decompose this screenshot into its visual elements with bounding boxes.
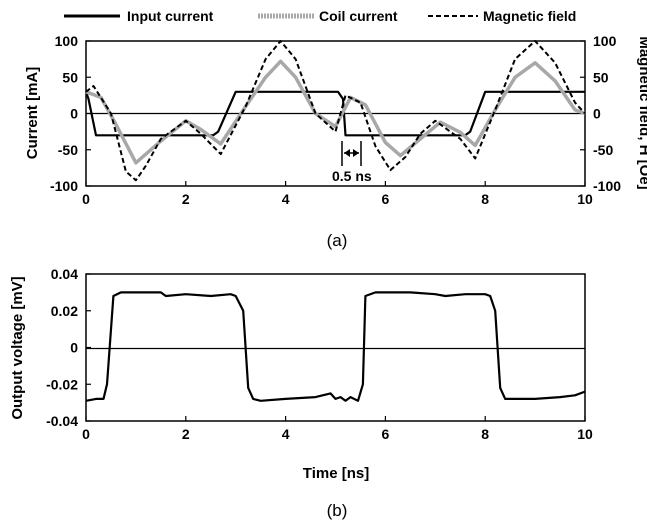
series-line-coil-current: [85, 59, 586, 165]
panel-b-xtick-label: 0: [82, 426, 90, 442]
annotation-0-5ns: 0.5 ns: [332, 141, 372, 184]
panel-b-xtick-label: 4: [282, 426, 290, 442]
series-line-magnetic-field: [85, 40, 586, 182]
panel-b-ytick-label: 0: [70, 340, 78, 356]
panel-a-ytick-label: 50: [62, 69, 78, 85]
panel-b-ytick-label: 0.02: [51, 303, 78, 319]
legend-label-magnetic-field: Magnetic field: [483, 8, 576, 24]
panel-a-y2tick-label: 100: [593, 33, 617, 49]
panel-a-ylabel: Current [mA]: [24, 67, 41, 160]
annotation-arrowhead-left: [344, 149, 350, 157]
panel-a-ytick-label: -50: [58, 142, 78, 158]
panel-a-xtick-label: 10: [577, 191, 593, 207]
panel-a-ytick-label: 0: [70, 106, 78, 122]
panel-a-y2tick-label: 50: [593, 69, 609, 85]
annotation-label: 0.5 ns: [332, 168, 372, 184]
annotation-arrowhead-right: [353, 149, 359, 157]
panel-b-ytick-label: 0.04: [51, 266, 78, 282]
panel-b-ytick-label: -0.04: [46, 413, 78, 429]
panel-b-xtick-label: 6: [382, 426, 390, 442]
series-line-input-current: [84, 90, 585, 137]
legend: Input current Coil current Magnetic fiel…: [64, 8, 576, 24]
panel-a-label: (a): [327, 231, 348, 250]
panel-a-xtick-label: 6: [382, 191, 390, 207]
panel-b-ytick-label: -0.02: [46, 376, 78, 392]
panel-a-xtick-label: 0: [82, 191, 90, 207]
legend-label-input-current: Input current: [127, 8, 214, 24]
panel-a-ytick-label: 100: [55, 33, 79, 49]
panel-a: 0 2 4 6 8 10 100 50 0 -50 -100 100 50 0 -50 -100 Curr…: [24, 33, 647, 250]
panel-a-y2tick-label: 0: [593, 106, 601, 122]
legend-label-coil-current: Coil current: [319, 8, 398, 24]
panel-b-label: (b): [327, 501, 348, 520]
panel-a-ytick-label: -100: [50, 178, 78, 194]
panel-a-y2tick-label: -50: [593, 142, 613, 158]
panel-a-y2tick-label: -100: [593, 178, 621, 194]
panel-b-xtick-label: 8: [481, 426, 489, 442]
panel-b-ylabel: Output voltage [mV]: [9, 276, 26, 419]
panel-b-xlabel: Time [ns]: [303, 465, 369, 482]
panel-a-xtick-label: 8: [481, 191, 489, 207]
panel-a-y2label: Magnetic field, H [Oe]: [636, 36, 647, 189]
panel-a-xtick-label: 4: [282, 191, 290, 207]
panel-b: 0 2 4 6 8 10 0.04 0.02 0 -0.02 -0.04 Output volta…: [9, 266, 593, 520]
panel-b-xtick-label: 2: [182, 426, 190, 442]
panel-a-xtick-label: 2: [182, 191, 190, 207]
panel-b-xtick-label: 10: [577, 426, 593, 442]
series-line-output-voltage: [85, 291, 586, 402]
